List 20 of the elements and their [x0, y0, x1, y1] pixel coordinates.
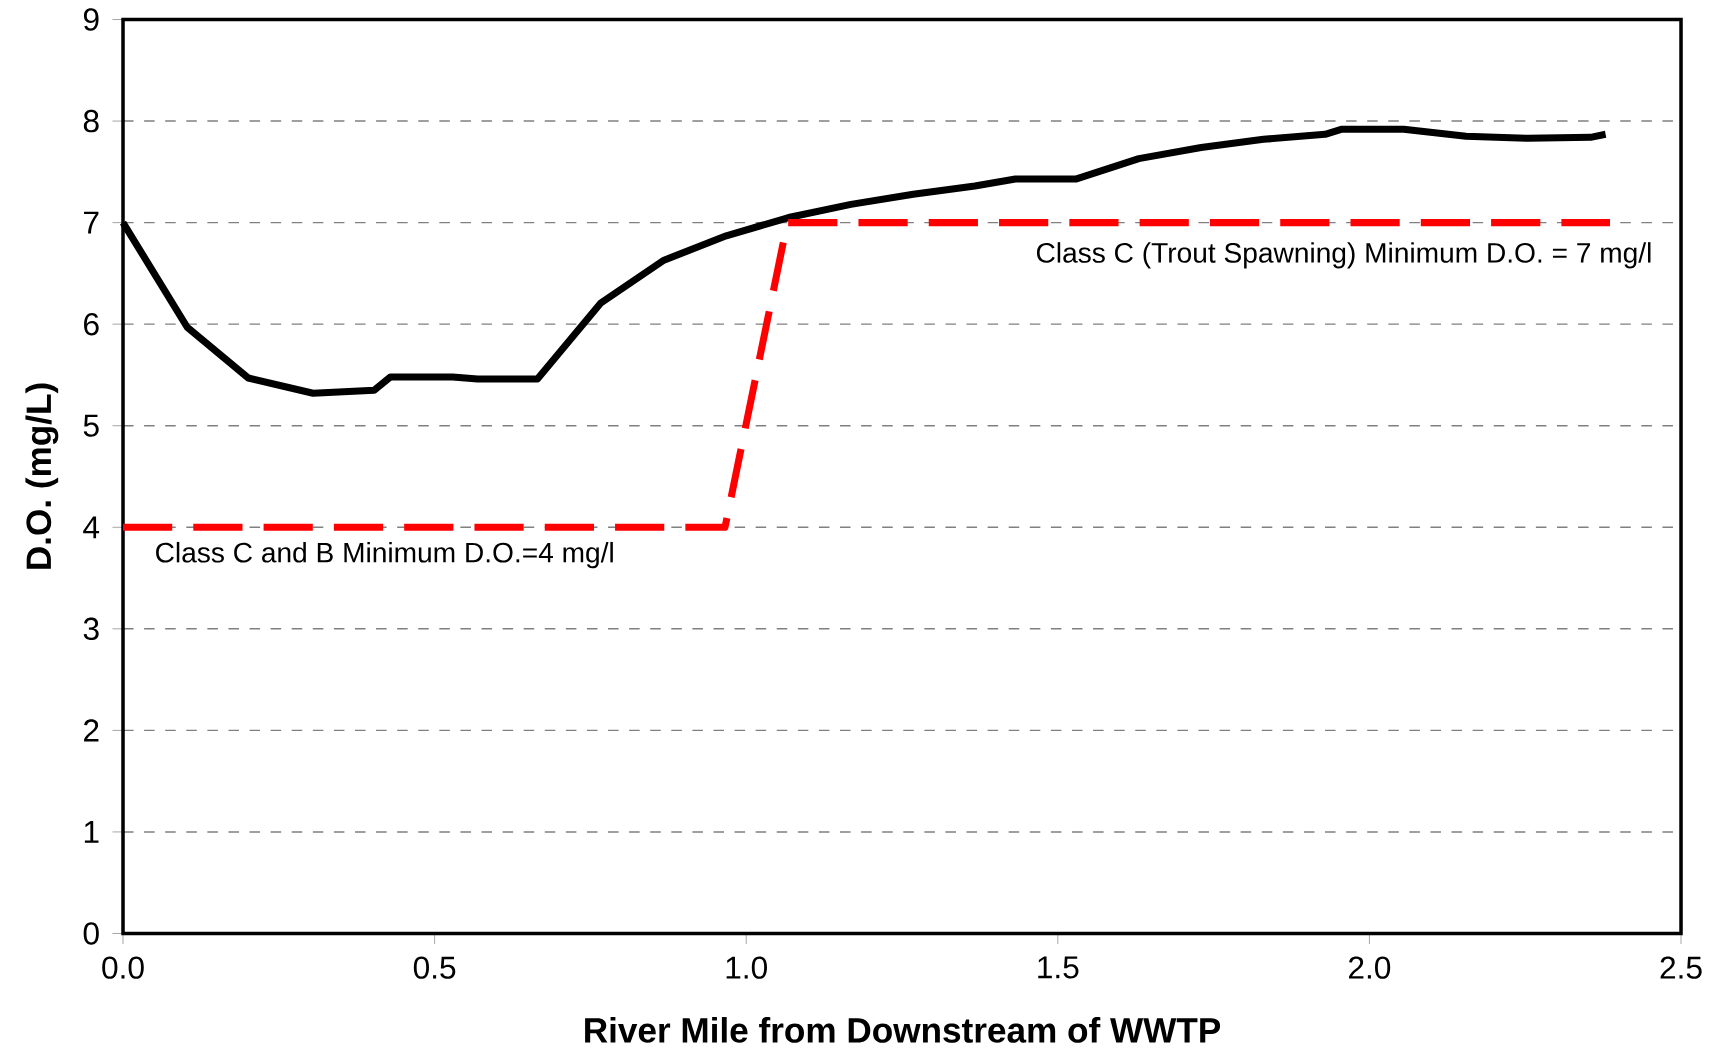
y-tick-label: 1: [84, 821, 99, 843]
x-axis-title: River Mile from Downstream of WWTP: [585, 1017, 1221, 1043]
y-tick-label: 6: [84, 312, 99, 336]
y-tick-label: 3: [83, 617, 99, 641]
y-tick-label: 8: [83, 109, 99, 133]
y-tick-label: 7: [84, 211, 99, 234]
x-tick-label: 0.5: [413, 956, 456, 979]
y-tick-label: 4: [83, 516, 100, 539]
y-tick-label: 5: [83, 414, 99, 437]
y-tick-label: 9: [83, 8, 99, 31]
x-tick-label: 1.0: [726, 956, 767, 979]
annotation: Class C and B Minimum D.O.=4 mg/l: [156, 541, 613, 569]
y-tick-label: 0: [83, 922, 99, 945]
x-tick-label: 1.5: [1038, 956, 1079, 979]
x-tick-label: 2.0: [1349, 956, 1391, 979]
annotation: Class C (Trout Spawning) Minimum D.O. = 7 mg/l: [1036, 242, 1651, 269]
y-axis-title: D.O. (mg/L): [25, 383, 59, 569]
x-tick-label: 0.0: [102, 956, 144, 979]
y-tick-label: 2: [84, 719, 99, 742]
x-tick-label: 2.5: [1660, 956, 1702, 979]
